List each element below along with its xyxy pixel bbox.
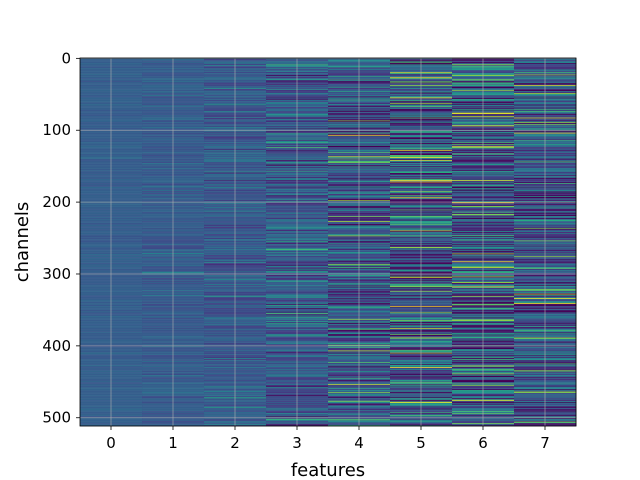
x-axis-label: features	[291, 460, 365, 480]
heatmap-cells	[80, 58, 577, 427]
y-tick-label: 300	[42, 265, 71, 283]
y-axis-ticks: 0 100 200 300 400 500	[42, 49, 80, 427]
x-tick-label: 2	[230, 434, 240, 452]
y-axis-label: channels	[12, 202, 33, 283]
y-tick-label: 200	[42, 193, 71, 211]
plot-area	[79, 57, 577, 427]
grid-lines	[80, 57, 576, 426]
axes-frame	[79, 57, 577, 427]
x-tick-label: 6	[478, 434, 488, 452]
x-tick-label: 1	[168, 434, 178, 452]
x-tick-label: 7	[540, 434, 550, 452]
y-tick-label: 500	[42, 409, 71, 427]
x-tick-label: 3	[292, 434, 302, 452]
x-tick-label: 5	[416, 434, 426, 452]
x-axis-ticks: 0 1 2 3 4 5 6 7	[106, 426, 550, 452]
y-tick-label: 0	[61, 49, 71, 67]
x-tick-label: 4	[354, 434, 364, 452]
y-tick-label: 400	[42, 337, 71, 355]
y-tick-label: 100	[42, 121, 71, 139]
x-tick-label: 0	[106, 434, 116, 452]
